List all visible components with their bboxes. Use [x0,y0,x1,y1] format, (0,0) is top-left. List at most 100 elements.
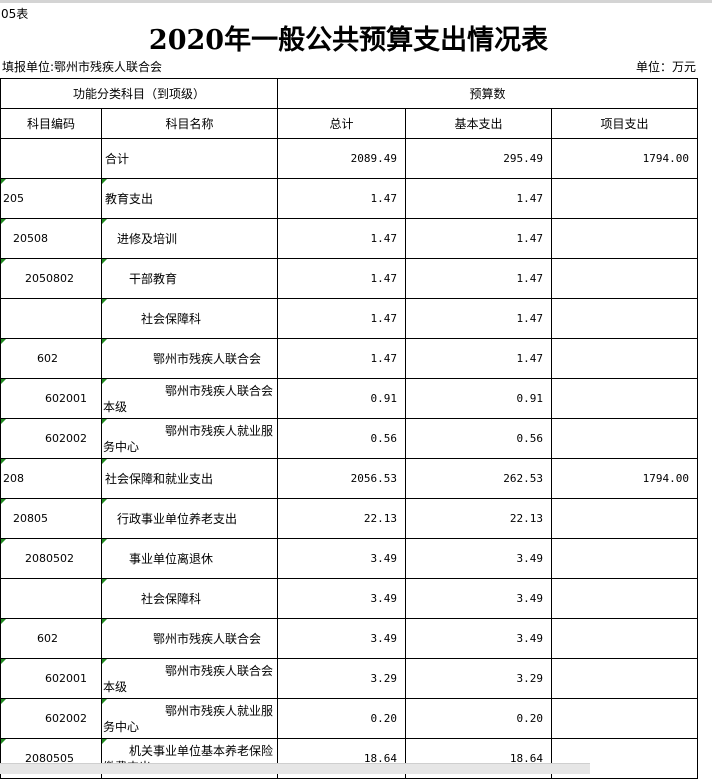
cell-name[interactable]: 鄂州市残疾人联合会 [101,618,278,659]
cell-name[interactable]: 社会保障和就业支出 [101,458,278,499]
header-budget[interactable]: 预算数 [277,78,698,109]
cell-name[interactable]: 社会保障科 [101,298,278,339]
cell-name[interactable]: 鄂州市残疾人联合会本级 [101,658,278,699]
cell-total[interactable]: 1.47 [277,258,406,299]
cell-code[interactable]: 2080502 [0,538,102,579]
cell-total[interactable]: 1.47 [277,298,406,339]
cell-project[interactable] [551,538,698,579]
cell-total[interactable]: 3.49 [277,618,406,659]
cell-basic[interactable]: 262.53 [405,458,552,499]
cell-basic-text: 0.20 [516,712,544,725]
cell-basic[interactable]: 1.47 [405,178,552,219]
header-functional-category[interactable]: 功能分类科目（到项级） [0,78,278,109]
cell-basic[interactable]: 22.13 [405,498,552,539]
cell-total[interactable]: 1.47 [277,178,406,219]
cell-code[interactable] [0,578,102,619]
cell-basic[interactable]: 1.47 [405,218,552,259]
cell-basic[interactable]: 3.49 [405,538,552,579]
cell-code[interactable]: 20508 [0,218,102,259]
cell-total[interactable]: 0.56 [277,418,406,459]
cell-basic[interactable]: 3.29 [405,658,552,699]
cell-name[interactable]: 鄂州市残疾人联合会本级 [101,378,278,419]
cell-project[interactable] [551,498,698,539]
header-project[interactable]: 项目支出 [551,108,698,139]
cell-code[interactable]: 20805 [0,498,102,539]
cell-total[interactable]: 0.20 [277,698,406,739]
cell-project[interactable] [551,378,698,419]
cell-name[interactable]: 进修及培训 [101,218,278,259]
cell-project[interactable] [551,658,698,699]
cell-total[interactable]: 3.49 [277,538,406,579]
table-row: 602002 鄂州市残疾人就业服务中心 0.20 0.20 [0,698,698,739]
reporting-unit: 填报单位:鄂州市残疾人联合会 [2,60,163,74]
cell-project[interactable] [551,338,698,379]
cell-basic[interactable]: 0.56 [405,418,552,459]
cell-basic[interactable]: 1.47 [405,298,552,339]
cell-project[interactable] [551,298,698,339]
cell-project[interactable] [551,178,698,219]
cell-project[interactable] [551,218,698,259]
header-name[interactable]: 科目名称 [101,108,278,139]
cell-basic[interactable]: 0.91 [405,378,552,419]
cell-basic-text: 3.49 [516,592,544,605]
cell-name[interactable]: 鄂州市残疾人就业服务中心 [101,418,278,459]
cell-name[interactable]: 社会保障科 [101,578,278,619]
cell-code[interactable]: 602002 [0,698,102,739]
cell-project[interactable] [551,258,698,299]
cell-code[interactable]: 2050802 [0,258,102,299]
cell-name-text: 社会保障和就业支出 [105,471,214,486]
cell-total[interactable]: 2089.49 [277,138,406,179]
cell-total-text: 3.49 [370,552,398,565]
cell-name[interactable]: 事业单位离退休 [101,538,278,579]
cell-total[interactable]: 3.49 [277,578,406,619]
table-row: 602 鄂州市残疾人联合会 1.47 1.47 [0,338,698,379]
cell-code[interactable] [0,138,102,179]
horizontal-scrollbar[interactable] [0,763,590,774]
cell-code[interactable]: 205 [0,178,102,219]
cell-basic[interactable]: 3.49 [405,618,552,659]
cell-total[interactable]: 3.29 [277,658,406,699]
comment-marker-icon [1,379,6,384]
cell-basic[interactable]: 1.47 [405,338,552,379]
header-code[interactable]: 科目编码 [0,108,102,139]
cell-code[interactable] [0,298,102,339]
cell-code[interactable]: 602 [0,618,102,659]
cell-name[interactable]: 教育支出 [101,178,278,219]
cell-basic[interactable]: 3.49 [405,578,552,619]
cell-project[interactable]: 1794.00 [551,458,698,499]
cell-name-text: 鄂州市残疾人就业服务中心 [103,423,274,454]
cell-total-text: 1.47 [370,272,398,285]
comment-marker-icon [1,259,6,264]
cell-code[interactable]: 602001 [0,378,102,419]
cell-total[interactable]: 1.47 [277,338,406,379]
cell-basic-text: 3.49 [516,552,544,565]
comment-marker-icon [1,659,6,664]
cell-total-text: 2089.49 [350,152,397,165]
cell-project[interactable]: 1794.00 [551,138,698,179]
cell-code[interactable]: 208 [0,458,102,499]
comment-marker-icon [102,219,107,224]
cell-total[interactable]: 1.47 [277,218,406,259]
cell-name[interactable]: 干部教育 [101,258,278,299]
cell-project[interactable] [551,698,698,739]
cell-basic[interactable]: 0.20 [405,698,552,739]
cell-name[interactable]: 合计 [101,138,278,179]
cell-name[interactable]: 鄂州市残疾人就业服务中心 [101,698,278,739]
comment-marker-icon [1,739,6,744]
cell-name[interactable]: 鄂州市残疾人联合会 [101,338,278,379]
cell-total-text: 3.29 [370,672,398,685]
cell-total[interactable]: 2056.53 [277,458,406,499]
cell-name[interactable]: 行政事业单位养老支出 [101,498,278,539]
cell-total[interactable]: 22.13 [277,498,406,539]
header-total[interactable]: 总计 [277,108,406,139]
cell-code[interactable]: 602 [0,338,102,379]
cell-project[interactable] [551,618,698,659]
cell-basic[interactable]: 295.49 [405,138,552,179]
cell-total[interactable]: 0.91 [277,378,406,419]
cell-project[interactable] [551,578,698,619]
cell-basic[interactable]: 1.47 [405,258,552,299]
cell-code[interactable]: 602002 [0,418,102,459]
header-basic[interactable]: 基本支出 [405,108,552,139]
cell-project[interactable] [551,418,698,459]
cell-code[interactable]: 602001 [0,658,102,699]
